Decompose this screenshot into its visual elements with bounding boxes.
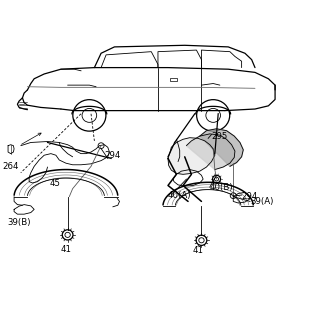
Polygon shape <box>200 129 243 166</box>
Text: 39(A): 39(A) <box>250 197 274 206</box>
Polygon shape <box>186 134 235 170</box>
Text: 41: 41 <box>60 245 72 254</box>
Text: 39(B): 39(B) <box>7 218 31 227</box>
Text: 264: 264 <box>2 162 19 171</box>
Text: 41: 41 <box>193 246 204 255</box>
Text: 45: 45 <box>49 180 60 188</box>
Text: 40(B): 40(B) <box>210 183 234 192</box>
Text: 294: 294 <box>242 192 258 201</box>
Text: 40(A): 40(A) <box>168 190 192 200</box>
Text: 294: 294 <box>104 151 121 160</box>
Polygon shape <box>168 138 215 174</box>
Text: 295: 295 <box>211 132 228 140</box>
